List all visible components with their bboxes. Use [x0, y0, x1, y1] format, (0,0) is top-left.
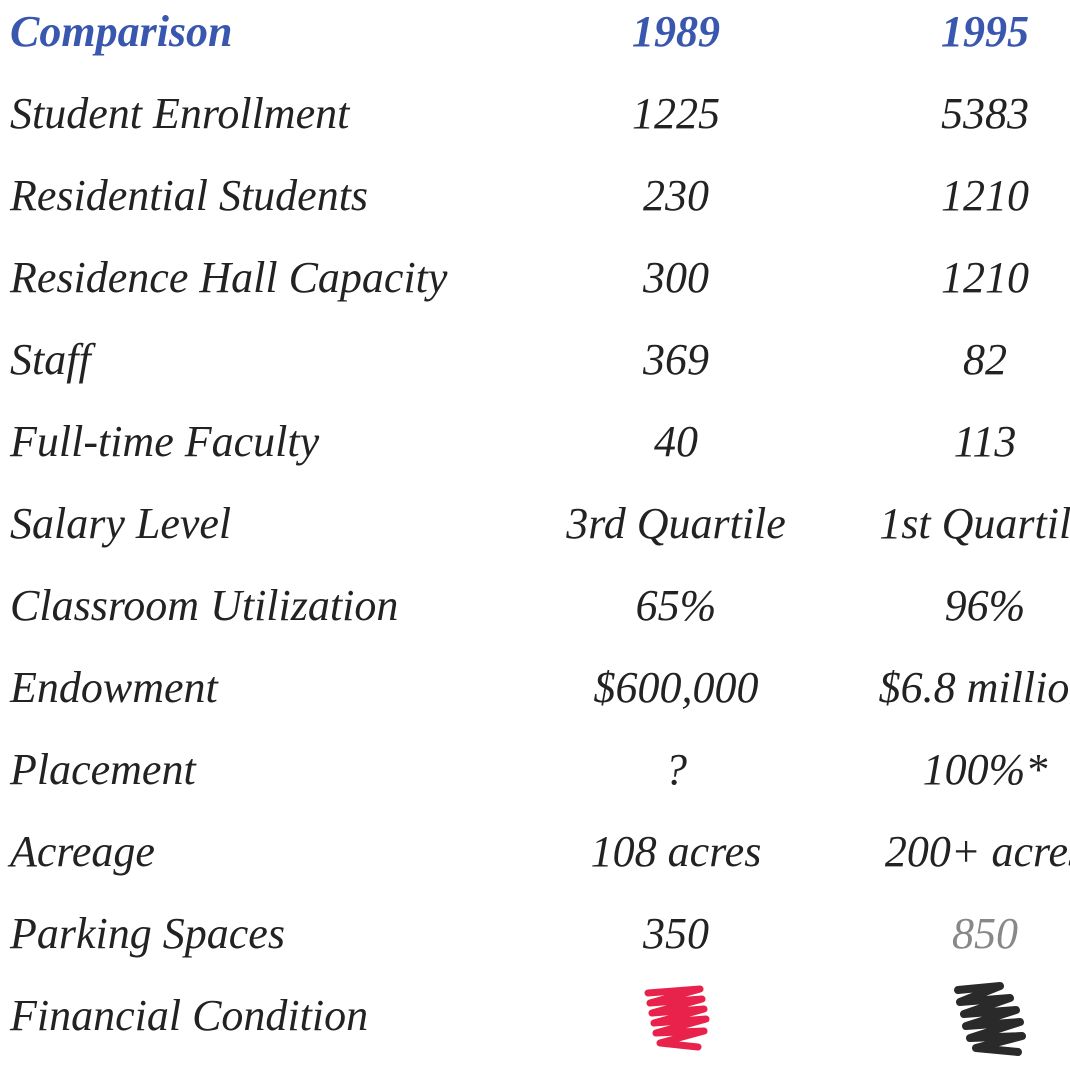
row-label: Acreage	[10, 827, 155, 876]
row-value: 113	[953, 417, 1017, 466]
row-label: Placement	[10, 745, 196, 794]
row-label: Financial Condition	[10, 991, 369, 1040]
row-value: $600,000	[593, 663, 759, 712]
header-cell: Comparison	[10, 7, 233, 56]
row-value: 1st Quartile	[879, 499, 1070, 548]
row-value: ?	[665, 745, 687, 794]
row-label: Student Enrollment	[10, 89, 350, 138]
row-value: 369	[643, 335, 709, 384]
row-value: 850	[952, 909, 1018, 958]
row-value: 96%	[944, 581, 1026, 630]
row-value: 108 acres	[590, 827, 762, 876]
row-label: Salary Level	[10, 499, 232, 548]
row-value: 40	[654, 417, 698, 466]
row-label: Classroom Utilization	[10, 581, 399, 630]
row-label: Staff	[10, 335, 91, 384]
row-value: 1225	[632, 89, 720, 138]
row-value: 3rd Quartile	[566, 499, 786, 548]
row-value: 300	[643, 253, 709, 302]
row-value: 230	[643, 171, 709, 220]
row-value: 1210	[941, 171, 1029, 220]
header-cell: 1995	[941, 7, 1029, 56]
row-label: Residence Hall Capacity	[10, 253, 448, 302]
row-value: 82	[963, 335, 1007, 384]
row-label: Parking Spaces	[10, 909, 285, 958]
row-label: Residential Students	[10, 171, 369, 220]
red-scribble	[644, 985, 710, 1051]
black-scribble	[954, 982, 1026, 1056]
row-value: $6.8 million	[878, 663, 1070, 712]
row-label: Full-time Faculty	[10, 417, 320, 466]
row-value: 65%	[635, 581, 717, 630]
row-label: Endowment	[10, 663, 218, 712]
header-cell: 1989	[632, 7, 720, 56]
row-value: 350	[643, 909, 709, 958]
row-value: 5383	[941, 89, 1029, 138]
row-value: 1210	[941, 253, 1029, 302]
row-value: 100%*	[922, 745, 1048, 794]
row-value: 200+ acres	[884, 827, 1070, 876]
